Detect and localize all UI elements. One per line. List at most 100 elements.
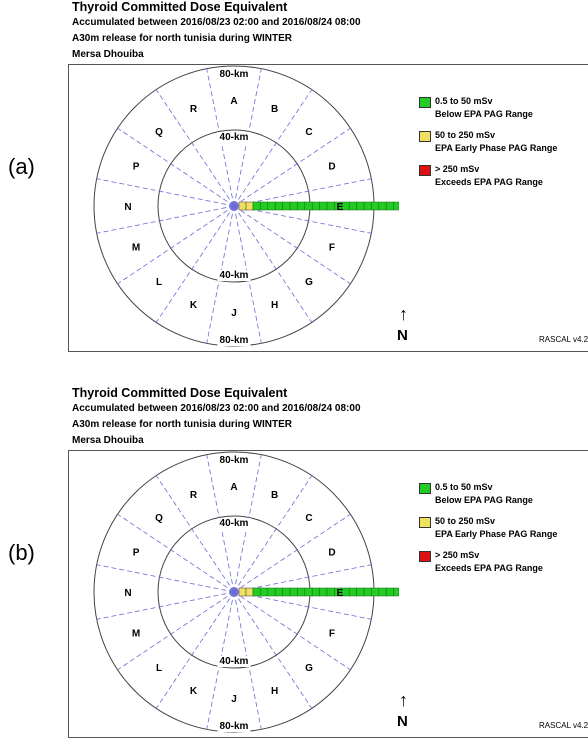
- ring-label-40km-top: 40-km: [220, 132, 249, 143]
- map-title: Thyroid Committed Dose Equivalent: [72, 386, 288, 400]
- plume-cell-green: [260, 587, 269, 597]
- sector-label-a: A: [230, 482, 237, 493]
- sector-label-r: R: [190, 104, 198, 115]
- sector-boundary-line: [233, 591, 372, 620]
- north-arrow-icon: ↑: [399, 304, 408, 324]
- plume-cell-green: [378, 587, 387, 597]
- sector-boundary-line: [233, 205, 351, 285]
- panel-a: Thyroid Committed Dose Equivalent Accumu…: [68, 0, 588, 352]
- legend-range: > 250 mSv: [435, 164, 480, 174]
- plume-cell-green: [363, 587, 372, 597]
- legend-desc: EPA Early Phase PAG Range: [435, 143, 558, 153]
- sector-boundary-line: [233, 68, 262, 207]
- legend-swatch-red: [419, 551, 431, 562]
- version-label: RASCAL v4.2: [539, 721, 588, 730]
- legend-range: > 250 mSv: [435, 550, 480, 560]
- ring-label-40km-bottom: 40-km: [220, 270, 249, 281]
- plume-cell-green: [385, 587, 394, 597]
- sector-label-p: P: [133, 161, 140, 172]
- plume-cell-green: [319, 587, 328, 597]
- sector-boundary-line: [233, 564, 372, 593]
- sector-label-g: G: [305, 663, 313, 674]
- north-indicator: ↑ N: [395, 691, 415, 735]
- version-label: RASCAL v4.2: [539, 335, 588, 344]
- plume-cell-green: [363, 201, 372, 211]
- legend-swatch-red: [419, 165, 431, 176]
- legend-desc: Exceeds EPA PAG Range: [435, 563, 543, 573]
- sector-label-q: Q: [155, 127, 163, 138]
- rose-geometry: A B C D E F G H J K L M N P Q R: [93, 65, 399, 347]
- plume-cell-yellow: [238, 587, 247, 597]
- sector-boundary-line: [233, 205, 372, 234]
- plume-cell-green: [393, 587, 399, 597]
- release-description: A30m release for north tunisia during WI…: [72, 33, 293, 44]
- legend-range: 0.5 to 50 mSv: [435, 482, 493, 492]
- north-letter: N: [397, 327, 408, 344]
- plume-cell-green: [371, 201, 380, 211]
- legend-range: 50 to 250 mSv: [435, 130, 496, 140]
- sector-boundary-line: [233, 475, 313, 593]
- panel-b: Thyroid Committed Dose Equivalent Accumu…: [68, 386, 588, 738]
- ring-label-background: [217, 69, 251, 80]
- sector-label-d: D: [328, 547, 335, 558]
- sector-label-n: N: [124, 588, 131, 599]
- plume-cell-green: [252, 201, 261, 211]
- sector-label-h: H: [271, 300, 278, 311]
- legend-desc: Below EPA PAG Range: [435, 495, 533, 505]
- ring-label-40km-bottom: 40-km: [220, 656, 249, 667]
- plume-cell-yellow: [238, 201, 247, 211]
- legend-swatch-green: [419, 97, 431, 108]
- sector-label-f: F: [329, 243, 335, 254]
- sector-boundary-line: [96, 591, 235, 620]
- sector-boundary-line: [96, 205, 235, 234]
- plume-cell-green: [356, 201, 365, 211]
- sector-boundary-line: [206, 591, 235, 730]
- sector-label-n: N: [124, 202, 131, 213]
- sector-boundary-line: [117, 127, 235, 207]
- sector-label-k: K: [190, 300, 198, 311]
- plot-area: A B C D E F G H J K L M N P Q R 80-km 40-km 40-km 80-km…: [68, 64, 588, 352]
- map-title: Thyroid Committed Dose Equivalent: [72, 0, 288, 14]
- plume-cell-green: [304, 201, 313, 211]
- plume-cell-green: [289, 587, 298, 597]
- sector-boundary-line: [233, 205, 313, 323]
- site-name: Mersa Dhouiba: [72, 49, 144, 60]
- accumulation-period: Accumulated between 2016/08/23 02:00 and…: [72, 17, 361, 28]
- sector-boundary-line: [233, 591, 351, 671]
- north-indicator: ↑ N: [395, 305, 415, 349]
- sector-boundary-line: [117, 205, 235, 285]
- ring-label-background: [217, 455, 251, 466]
- legend-swatch-green: [419, 483, 431, 494]
- sector-label-j: J: [231, 308, 237, 319]
- sector-rose: A B C D E F G H J K L M N P Q R 80-km 40-km 40-km 80-km: [93, 65, 399, 347]
- panel-b-label: (b): [8, 540, 35, 565]
- legend-swatch-yellow: [419, 131, 431, 142]
- plume-cell-green: [304, 587, 313, 597]
- sector-label-e: E: [337, 588, 344, 599]
- plume-cell-green: [385, 201, 394, 211]
- plume-cell-yellow: [245, 201, 254, 211]
- sector-label-h: H: [271, 686, 278, 697]
- sector-boundary-line: [117, 513, 235, 593]
- plume-cell-yellow: [245, 587, 254, 597]
- ring-label-80km-top: 80-km: [220, 455, 249, 466]
- legend-desc: Exceeds EPA PAG Range: [435, 177, 543, 187]
- sector-label-p: P: [133, 547, 140, 558]
- plume-cell-green: [267, 587, 276, 597]
- sector-label-c: C: [305, 127, 312, 138]
- accumulation-period: Accumulated between 2016/08/23 02:00 and…: [72, 403, 361, 414]
- sector-boundary-line: [206, 68, 235, 207]
- panel-a-label: (a): [8, 154, 35, 179]
- sector-boundary-line: [233, 591, 313, 709]
- sector-label-b: B: [271, 104, 278, 115]
- sector-label-l: L: [156, 663, 162, 674]
- plume-cell-green: [326, 587, 335, 597]
- plume-cell-green: [326, 201, 335, 211]
- north-arrow-icon: ↑: [399, 690, 408, 710]
- plume-cell-green: [274, 201, 283, 211]
- sector-boundary-line: [233, 513, 351, 593]
- sector-label-b: B: [271, 490, 278, 501]
- legend-desc: Below EPA PAG Range: [435, 109, 533, 119]
- sector-label-c: C: [305, 513, 312, 524]
- plume-cell-green: [393, 201, 399, 211]
